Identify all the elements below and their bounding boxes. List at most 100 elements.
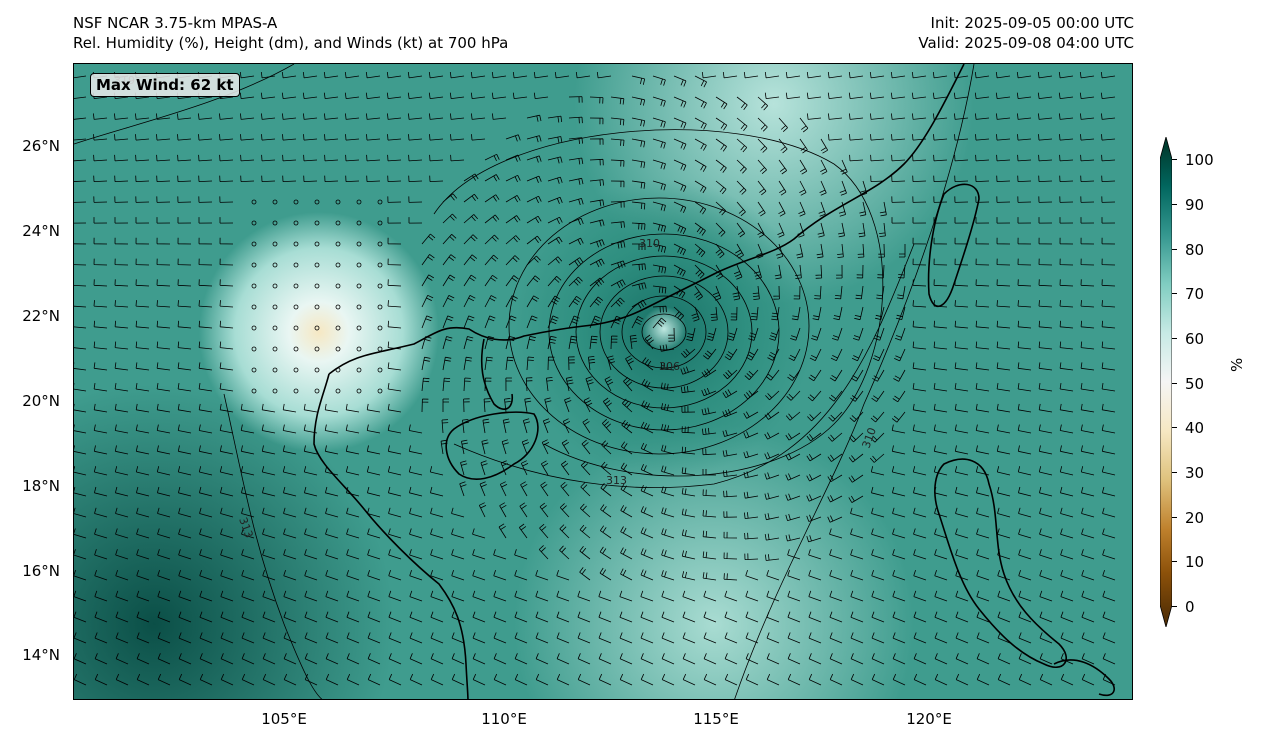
wind-barb: [505, 275, 519, 287]
wind-barb: [934, 507, 948, 518]
wind-barb: [808, 569, 822, 581]
wind-barb: [622, 398, 633, 413]
wind-barb: [808, 590, 822, 602]
wind-barb: [976, 486, 990, 497]
wind-barb: [135, 113, 150, 120]
wind-barb: [220, 590, 234, 602]
wind-barb: [514, 549, 528, 560]
lat-label-14n: 14°N: [22, 646, 60, 664]
wind-barb: [429, 175, 444, 182]
wind-barb: [955, 653, 969, 665]
wind-barb: [724, 673, 738, 686]
wind-barb: [589, 96, 604, 104]
wind-barb: [198, 279, 213, 287]
wind-barb: [833, 306, 843, 321]
wind-barb: [600, 461, 612, 476]
colorbar-tickmark: [1172, 249, 1177, 250]
wind-barb: [282, 466, 297, 476]
wind-barb: [892, 632, 906, 644]
wind-barb: [640, 485, 654, 497]
wind-barb: [997, 569, 1011, 581]
wind-barb: [955, 528, 969, 539]
wind-barb: [114, 175, 129, 182]
wind-barb: [505, 336, 515, 350]
wind-barb: [580, 482, 591, 497]
wind-barb: [560, 460, 570, 476]
wind-barb: [976, 549, 990, 560]
vietnam-coast: [313, 373, 469, 699]
wind-barb: [641, 378, 654, 392]
wind-barb: [831, 327, 843, 341]
wind-barb: [913, 590, 927, 602]
wind-barb: [1080, 341, 1095, 350]
wind-barb: [283, 632, 297, 644]
wind-barb: [788, 348, 801, 361]
wind-barb: [743, 491, 759, 499]
wind-barb: [1038, 403, 1053, 413]
wind-barb: [1038, 113, 1053, 120]
colorbar-tick-50: 50: [1185, 375, 1205, 393]
wind-barb: [409, 632, 423, 644]
wind-barb: [471, 134, 486, 141]
wind-barb: [472, 528, 486, 539]
wind-barb: [240, 113, 255, 120]
wind-barb: [933, 424, 948, 434]
wind-barb: [157, 549, 171, 560]
wind-barb: [681, 550, 696, 560]
wind-barb: [661, 590, 675, 602]
wind-barb: [819, 180, 827, 196]
wind-barb: [753, 264, 762, 280]
wind-barb: [852, 327, 864, 341]
wind-barb: [135, 403, 150, 413]
wind-barb: [115, 569, 129, 581]
wind-barb: [565, 376, 574, 392]
wind-barb: [975, 175, 990, 182]
wind-barb: [610, 315, 622, 329]
wind-barb: [1017, 320, 1032, 329]
wind-barb: [156, 154, 171, 162]
wind-barb: [659, 344, 675, 352]
wind-barb: [932, 92, 948, 99]
wind-barb: [261, 403, 276, 413]
max-wind-label: Max Wind: 62 kt: [90, 73, 240, 97]
wind-barb: [799, 159, 808, 175]
wind-barb: [219, 383, 234, 392]
wind-barb: [1039, 486, 1053, 497]
wind-barb: [441, 419, 449, 434]
wind-barb: [493, 569, 507, 581]
wind-barb: [451, 611, 465, 623]
wind-barb: [262, 590, 276, 602]
wind-barb: [912, 362, 927, 371]
wind-barb: [892, 653, 906, 665]
calm-wind-marker: [293, 241, 299, 247]
wind-barb: [912, 196, 927, 203]
wind-barb: [493, 653, 507, 665]
wind-barb: [809, 348, 822, 362]
wind-barb: [535, 611, 549, 623]
wind-barb: [430, 632, 444, 644]
wind-barb: [1059, 237, 1074, 245]
wind-barb: [997, 507, 1011, 518]
wind-barb: [387, 300, 402, 308]
wind-barb: [115, 632, 129, 644]
wind-barb: [283, 569, 297, 581]
wind-barb: [524, 397, 532, 413]
wind-barb: [722, 449, 738, 457]
wind-barb: [1038, 362, 1053, 371]
contour-label: 306: [659, 360, 680, 373]
wind-barb: [442, 377, 451, 392]
wind-barb: [1039, 590, 1053, 602]
wind-barb: [793, 285, 801, 300]
wind-barb: [795, 264, 802, 279]
wind-barb: [691, 306, 700, 322]
wind-barb: [324, 466, 339, 476]
wind-barb: [491, 71, 507, 79]
calm-wind-marker: [335, 304, 341, 310]
wind-barb: [1038, 383, 1053, 392]
wind-barb: [644, 334, 654, 350]
wind-barb: [1080, 466, 1095, 476]
wind-barb: [827, 453, 843, 462]
wind-barb: [408, 154, 423, 162]
wind-barb: [873, 327, 885, 341]
wind-barb: [74, 222, 87, 224]
